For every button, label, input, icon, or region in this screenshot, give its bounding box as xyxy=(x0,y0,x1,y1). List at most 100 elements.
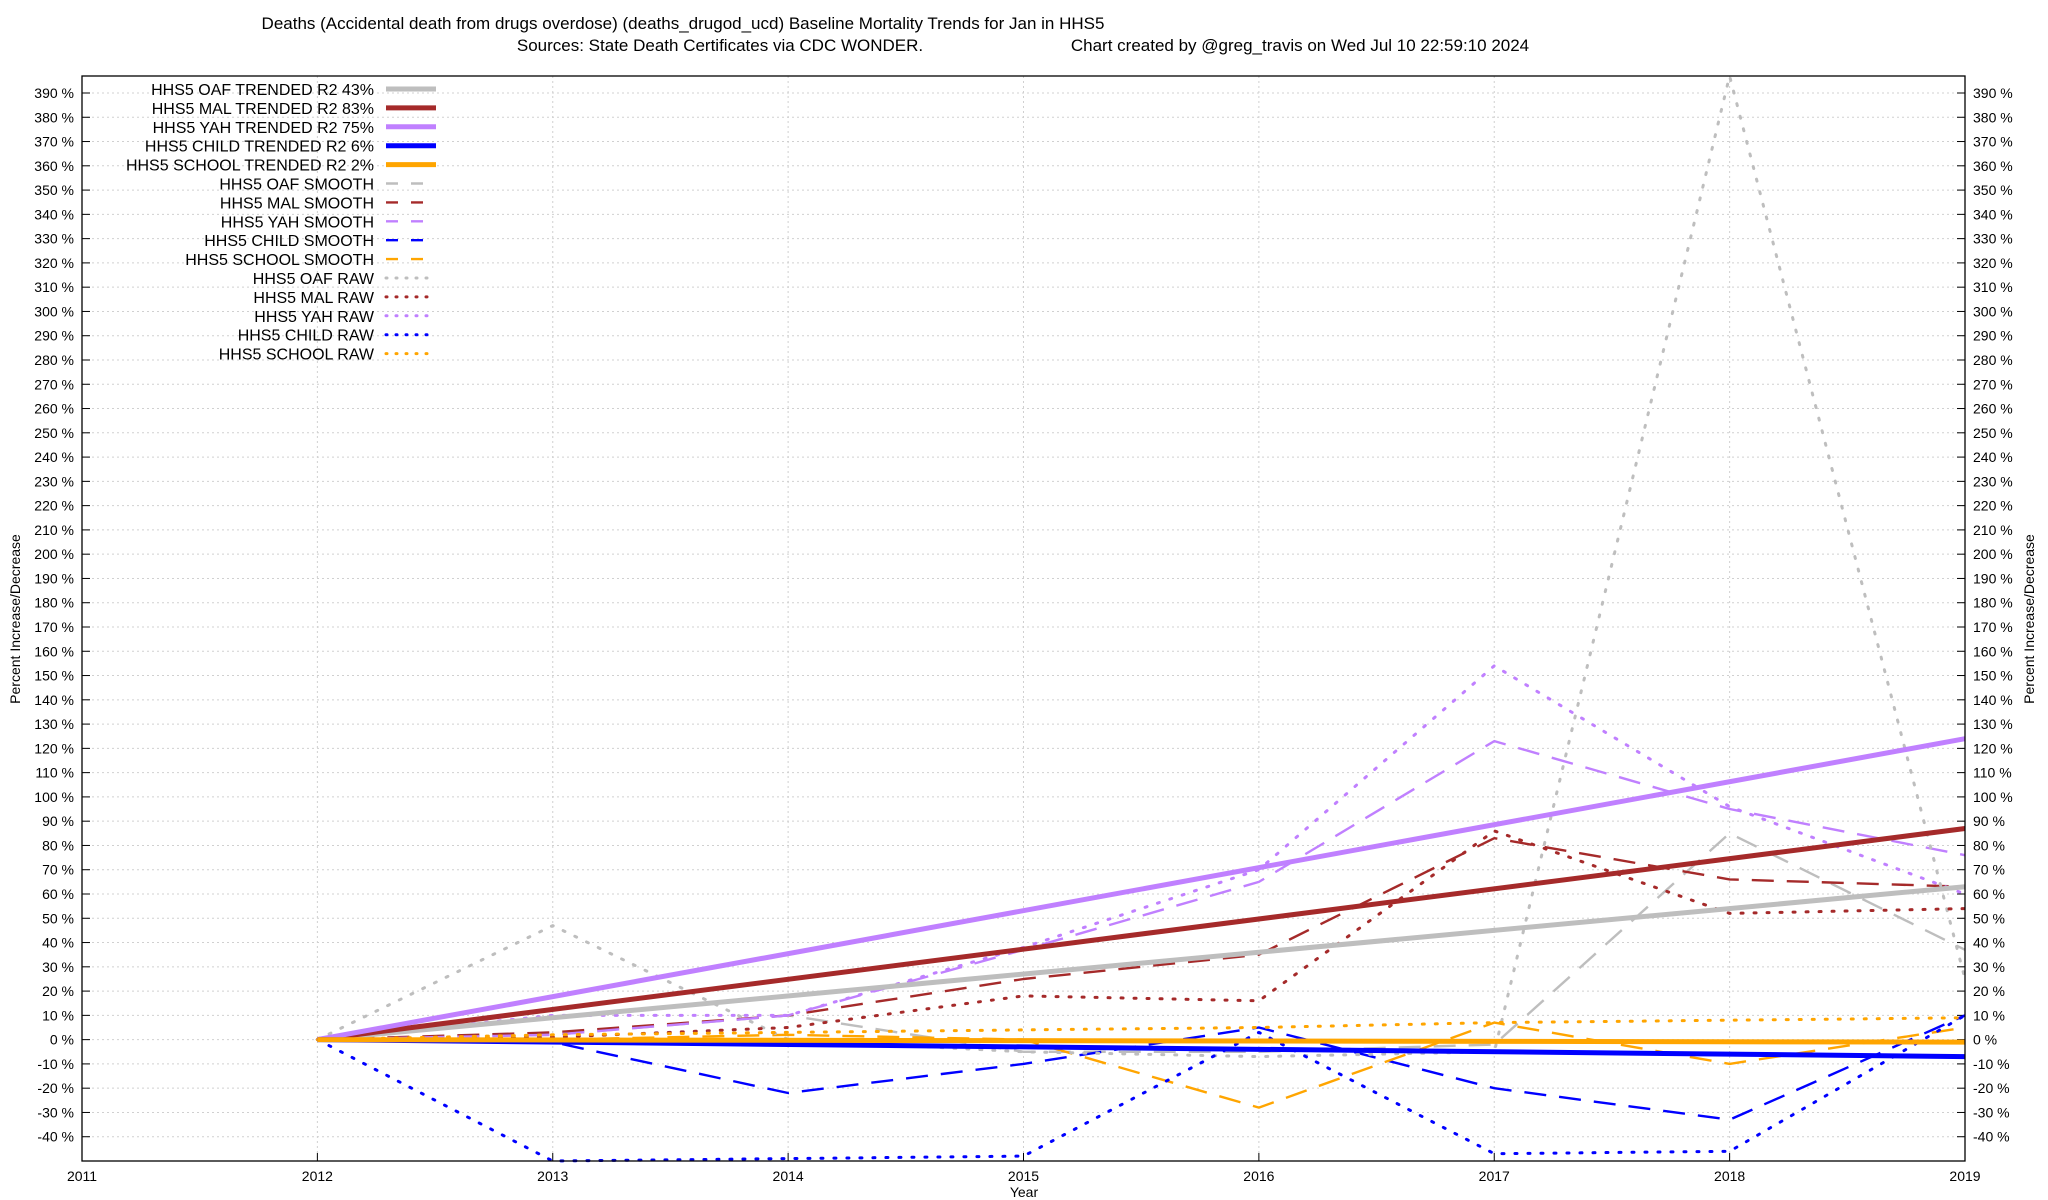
y-tick-label-left: 30 % xyxy=(42,959,74,975)
y-tick-label-left: 90 % xyxy=(42,813,74,829)
y-axis-label-right: Percent Increase/Decrease xyxy=(2021,534,2037,704)
legend: HHS5 OAF TRENDED R2 43% HHS5 MAL TRENDED … xyxy=(126,82,438,364)
y-tick-label-left: 370 % xyxy=(34,134,74,150)
y-tick-label-right: 390 % xyxy=(1973,85,2013,101)
series-line-0 xyxy=(317,884,1966,1043)
series-line-6 xyxy=(317,837,1966,1041)
y-tick-label-right: 200 % xyxy=(1973,546,2013,562)
legend-label: HHS5 SCHOOL TRENDED R2 2% xyxy=(126,158,374,175)
y-tick-label-right: 350 % xyxy=(1973,182,2013,198)
y-tick-label-left: 180 % xyxy=(34,595,74,611)
y-tick-label-right: 260 % xyxy=(1973,401,2013,417)
y-tick-label-left: 240 % xyxy=(34,449,74,465)
x-tick-label: 2019 xyxy=(1949,1168,1980,1184)
x-tick-label: 2016 xyxy=(1243,1168,1274,1184)
y-tick-label-left: 230 % xyxy=(34,473,74,489)
y-tick-label-right: 110 % xyxy=(1973,765,2012,781)
y-tick-label-right: 290 % xyxy=(1973,328,2013,344)
y-tick-labels: -40 % -40 % -30 % -30 % -20 % -20 % -10 % -10 %… xyxy=(34,85,2012,1145)
y-tick-label-left: 260 % xyxy=(34,401,74,417)
legend-label: HHS5 YAH TRENDED R2 75% xyxy=(153,120,374,137)
legend-label: HHS5 SCHOOL SMOOTH xyxy=(185,252,374,269)
x-tick-labels: 2011 2012 2013 2014 2015 2016 2017 2018 2019 xyxy=(67,1168,1981,1184)
series-line-10 xyxy=(315,74,1967,1059)
y-tick-label-left: 20 % xyxy=(42,983,74,999)
legend-label: HHS5 OAF TRENDED R2 43% xyxy=(151,82,374,99)
series-lines xyxy=(315,74,1967,1163)
y-tick-label-right: -10 % xyxy=(1973,1056,2010,1072)
series-line-4 xyxy=(317,1037,1966,1045)
y-tick-label-right: 10 % xyxy=(1973,1007,2005,1023)
y-tick-label-left: 120 % xyxy=(34,740,74,756)
chart-subtitle-sources: Sources: State Death Certificates via CD… xyxy=(517,36,923,55)
y-tick-label-left: 200 % xyxy=(34,546,74,562)
x-tick-label: 2017 xyxy=(1479,1168,1510,1184)
y-tick-label-right: -30 % xyxy=(1973,1104,2010,1120)
y-tick-label-right: 380 % xyxy=(1973,109,2013,125)
x-tick-label: 2015 xyxy=(1008,1168,1039,1184)
y-tick-label-left: -20 % xyxy=(37,1080,74,1096)
legend-label: HHS5 SCHOOL RAW xyxy=(219,347,375,364)
x-tick-label: 2018 xyxy=(1714,1168,1745,1184)
y-tick-label-left: 150 % xyxy=(34,668,74,684)
y-tick-label-right: 100 % xyxy=(1973,789,2013,805)
y-tick-label-left: 250 % xyxy=(34,425,74,441)
y-tick-label-left: 100 % xyxy=(34,789,74,805)
y-tick-label-right: 0 % xyxy=(1973,1032,1997,1048)
y-tick-label-right: -20 % xyxy=(1973,1080,2010,1096)
series-line-14 xyxy=(315,1016,1967,1042)
y-tick-label-left: 170 % xyxy=(34,619,74,635)
y-tick-label-right: 250 % xyxy=(1973,425,2013,441)
y-tick-label-left: 350 % xyxy=(34,182,74,198)
chart-title: Deaths (Accidental death from drugs over… xyxy=(262,14,1105,33)
y-axis-label-left: Percent Increase/Decrease xyxy=(7,534,23,704)
y-tick-label-right: 30 % xyxy=(1973,959,2005,975)
legend-label: HHS5 OAF RAW xyxy=(253,271,375,288)
y-tick-label-left: 270 % xyxy=(34,376,74,392)
y-tick-label-right: 220 % xyxy=(1973,498,2013,514)
y-tick-label-right: 160 % xyxy=(1973,643,2013,659)
y-tick-label-left: 10 % xyxy=(42,1007,74,1023)
y-tick-label-left: 310 % xyxy=(34,279,74,295)
y-tick-label-left: -10 % xyxy=(37,1056,74,1072)
y-tick-label-left: 80 % xyxy=(42,837,74,853)
legend-label: HHS5 CHILD RAW xyxy=(238,328,375,345)
y-tick-label-right: 20 % xyxy=(1973,983,2005,999)
y-tick-label-right: 310 % xyxy=(1973,279,2013,295)
y-tick-label-right: 120 % xyxy=(1973,740,2013,756)
y-tick-label-right: 360 % xyxy=(1973,158,2013,174)
y-tick-label-left: 320 % xyxy=(34,255,74,271)
y-tick-label-left: 160 % xyxy=(34,643,74,659)
x-tick-label: 2011 xyxy=(67,1168,97,1184)
y-tick-label-left: 40 % xyxy=(42,935,74,951)
y-tick-label-left: 300 % xyxy=(34,303,74,319)
y-tick-label-right: 320 % xyxy=(1973,255,2013,271)
plot-frame xyxy=(81,75,1966,1162)
y-tick-label-right: 180 % xyxy=(1973,595,2013,611)
x-tick-label: 2014 xyxy=(773,1168,804,1184)
y-tick-label-right: 90 % xyxy=(1973,813,2005,829)
y-tick-label-right: 240 % xyxy=(1973,449,2013,465)
y-tick-label-left: -40 % xyxy=(37,1129,74,1145)
y-tick-label-right: 140 % xyxy=(1973,692,2013,708)
legend-label: HHS5 CHILD TRENDED R2 6% xyxy=(145,139,374,156)
legend-label: HHS5 YAH SMOOTH xyxy=(221,214,374,231)
y-tick-label-left: 140 % xyxy=(34,692,74,708)
x-tick-label: 2013 xyxy=(537,1168,568,1184)
y-tick-label-right: 50 % xyxy=(1973,910,2005,926)
y-tick-label-left: -30 % xyxy=(37,1104,74,1120)
y-tick-label-right: 270 % xyxy=(1973,376,2013,392)
y-tick-label-left: 280 % xyxy=(34,352,74,368)
series-line-9 xyxy=(317,1021,1966,1109)
y-tick-label-left: 360 % xyxy=(34,158,74,174)
series-line-2 xyxy=(316,736,1966,1043)
y-tick-label-right: 280 % xyxy=(1973,352,2013,368)
legend-label: HHS5 MAL RAW xyxy=(253,290,375,307)
y-tick-label-left: 380 % xyxy=(34,109,74,125)
y-tick-label-left: 390 % xyxy=(34,85,74,101)
y-tick-label-right: -40 % xyxy=(1973,1129,2010,1145)
y-tick-label-right: 70 % xyxy=(1973,862,2005,878)
y-tick-label-left: 70 % xyxy=(42,862,74,878)
legend-label: HHS5 YAH RAW xyxy=(254,309,375,326)
chart-subtitle-credit: Chart created by @greg_travis on Wed Jul… xyxy=(1071,36,1529,55)
